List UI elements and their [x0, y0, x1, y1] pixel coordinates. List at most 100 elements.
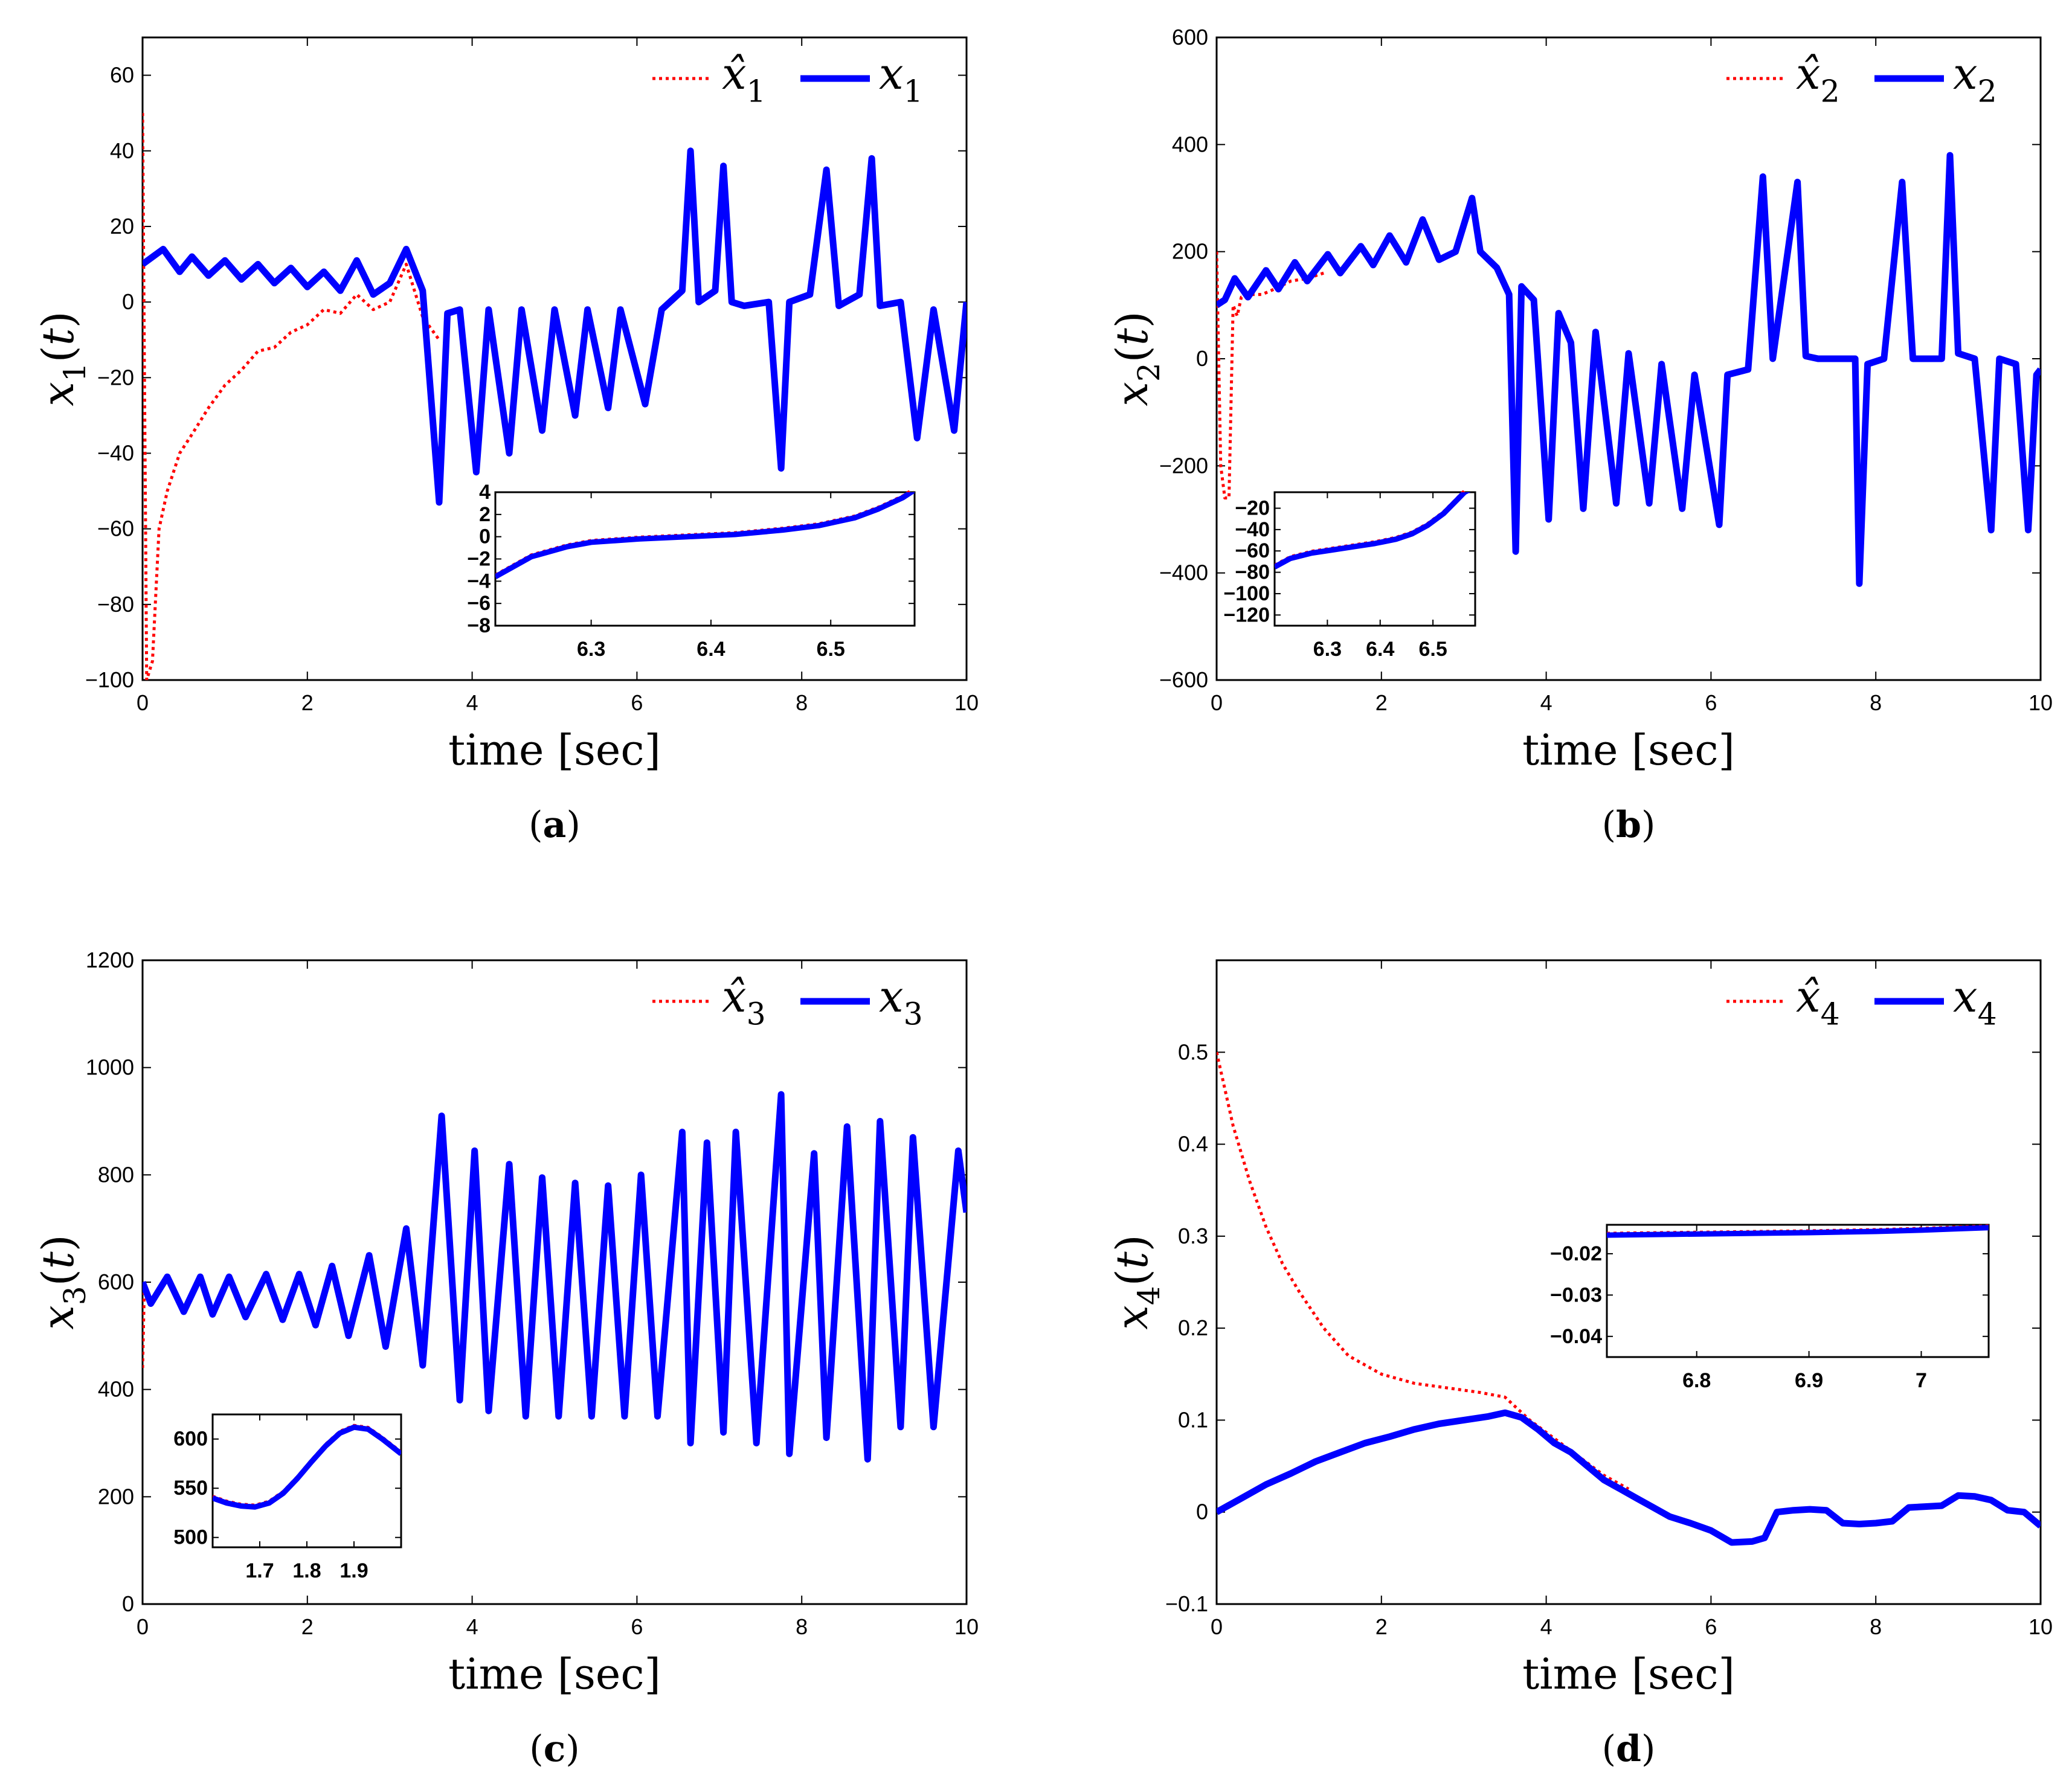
- inset-x-tick-label: 6.8: [1682, 1369, 1711, 1392]
- series-group: [143, 1091, 967, 1463]
- y-tick-label: 800: [98, 1162, 134, 1187]
- inset-y-tick-label: −40: [1235, 518, 1270, 541]
- y-tick-label: −600: [1159, 667, 1208, 692]
- inset-y-tick-label: −60: [1235, 539, 1270, 562]
- panel-caption: (c): [529, 1728, 579, 1770]
- series-group: [143, 113, 967, 680]
- y-tick-label: 1200: [86, 948, 134, 972]
- panel-c: 0 2 4 6 8 10 0 200 400 600 800 1000 1200 x̂3 x3 x3(t) ti…: [33, 948, 979, 1770]
- legend-estimate-label: x̂2: [1796, 48, 1840, 109]
- y-tick-label: 1000: [86, 1055, 134, 1080]
- x-tick-label: 0: [1211, 690, 1223, 715]
- y-tick-label: 0: [122, 289, 134, 314]
- y-axis-label-text: x1(t): [33, 311, 92, 406]
- y-tick-label: 0.4: [1178, 1132, 1208, 1157]
- inset-y-tick-label: −4: [467, 570, 491, 592]
- inset-x-tick-label: 6.5: [817, 638, 845, 661]
- legend-estimate-label: x̂3: [722, 971, 766, 1032]
- x-tick-label: 2: [301, 1614, 314, 1639]
- y-tick-label: −100: [85, 667, 134, 692]
- y-axis-label: x4(t): [1107, 1234, 1166, 1330]
- inset-y-tick-label: −0.03: [1550, 1283, 1602, 1306]
- x-axis-label: time [sec]: [1522, 1649, 1735, 1699]
- inset-y-tick-label: −100: [1223, 582, 1270, 605]
- series-state-line: [143, 147, 967, 506]
- inset-x-tick-label: 1.7: [245, 1559, 274, 1582]
- inset-x-tick-label: 6.4: [697, 638, 725, 661]
- inset-y-tick-label: −0.04: [1550, 1325, 1602, 1348]
- y-axis-label-text: x4(t): [1107, 1234, 1166, 1330]
- inset-y-tick-label: −6: [467, 592, 491, 615]
- x-tick-label: 6: [631, 690, 643, 715]
- y-tick-label: 0.2: [1178, 1315, 1208, 1340]
- legend-state-label: x3: [879, 971, 923, 1032]
- x-tick-label: 10: [954, 1614, 979, 1639]
- x-axis-label: time [sec]: [1522, 725, 1735, 775]
- x-tick-label: 0: [137, 1614, 149, 1639]
- inset-x-tick-label: 6.9: [1795, 1369, 1823, 1392]
- inset-x-tick-label: 6.4: [1366, 638, 1394, 661]
- inset-y-tick-label: −80: [1235, 561, 1270, 584]
- inset-x-tick-label: 7: [1916, 1369, 1927, 1392]
- y-tick-label: 200: [1172, 239, 1208, 264]
- x-tick-label: 8: [796, 690, 808, 715]
- y-tick-label: −200: [1159, 453, 1208, 478]
- y-axis-label-text: x3(t): [33, 1234, 92, 1330]
- inset-y-tick-label: 500: [173, 1526, 208, 1549]
- inset: 6.3 6.4 6.5 −120−100−80−60−40−20: [1223, 490, 1476, 661]
- y-tick-label: 600: [1172, 25, 1208, 50]
- x-tick-label: 4: [466, 690, 478, 715]
- inset-y-tick-label: −0.02: [1550, 1242, 1602, 1265]
- series-estimate-line: [1217, 1051, 1630, 1491]
- inset-y-tick-label: −2: [467, 548, 491, 571]
- y-tick-label: 600: [98, 1269, 134, 1294]
- y-tick-label: 0: [122, 1591, 134, 1616]
- panel-caption: (b): [1602, 804, 1656, 846]
- inset-plot-area: [494, 491, 916, 627]
- y-tick-label: 60: [110, 63, 134, 88]
- inset-y-tick-label: −8: [467, 614, 491, 637]
- x-tick-label: 2: [1375, 690, 1388, 715]
- series-state-line: [1217, 1409, 2041, 1546]
- x-tick-label: 10: [2029, 1614, 2053, 1639]
- series-group: [1217, 152, 2041, 587]
- inset-state-line: [1607, 1225, 1989, 1238]
- x-tick-label: 8: [1870, 1614, 1882, 1639]
- inset-plot-area: [1606, 1224, 1990, 1358]
- series-state-line: [143, 1091, 967, 1463]
- y-tick-label: 0.1: [1178, 1407, 1208, 1432]
- y-tick-label: 0.3: [1178, 1224, 1208, 1248]
- series-estimate-line: [1217, 251, 1325, 499]
- y-tick-label: −60: [97, 516, 134, 541]
- legend-state-label: x1: [879, 48, 923, 109]
- y-tick-label: 0: [1196, 1500, 1208, 1524]
- inset-y-tick-label: 2: [479, 503, 491, 526]
- x-tick-label: 10: [954, 690, 979, 715]
- series-group: [1217, 1051, 2041, 1546]
- inset-state-line: [213, 1424, 401, 1510]
- inset-y-tick-label: 0: [479, 525, 491, 548]
- panel-d: 0 2 4 6 8 10−0.100.10.20.30.40.5x̂4 x4x4(t)tim…: [1107, 959, 2053, 1770]
- y-tick-label: 20: [110, 214, 134, 239]
- series-estimate-line: [143, 113, 441, 680]
- y-tick-label: 0: [1196, 346, 1208, 371]
- inset-y-tick-label: 4: [479, 481, 491, 504]
- x-axis-label: time [sec]: [448, 725, 661, 775]
- x-tick-label: 4: [1540, 690, 1552, 715]
- y-axis-label-text: x2(t): [1107, 311, 1166, 406]
- inset-x-tick-label: 6.3: [1313, 638, 1342, 661]
- panel-caption: (d): [1602, 1728, 1656, 1770]
- legend-estimate-label: x̂4: [1796, 971, 1840, 1032]
- inset-state-line: [495, 492, 915, 579]
- panel-b: 0 2 4 6 8 10 −600 −400 −200 0 200 400 600 x̂2 x2 x2(t) t…: [1107, 25, 2053, 846]
- x-tick-label: 2: [301, 690, 314, 715]
- x-tick-label: 10: [2029, 690, 2053, 715]
- y-tick-label: −400: [1159, 560, 1208, 585]
- inset: 6.8 6.9 7 −0.04 −0.03 −0.02: [1550, 1224, 1990, 1392]
- x-tick-label: 2: [1375, 1614, 1388, 1639]
- y-tick-label: 200: [98, 1484, 134, 1509]
- inset-x-tick-label: 1.8: [292, 1559, 321, 1582]
